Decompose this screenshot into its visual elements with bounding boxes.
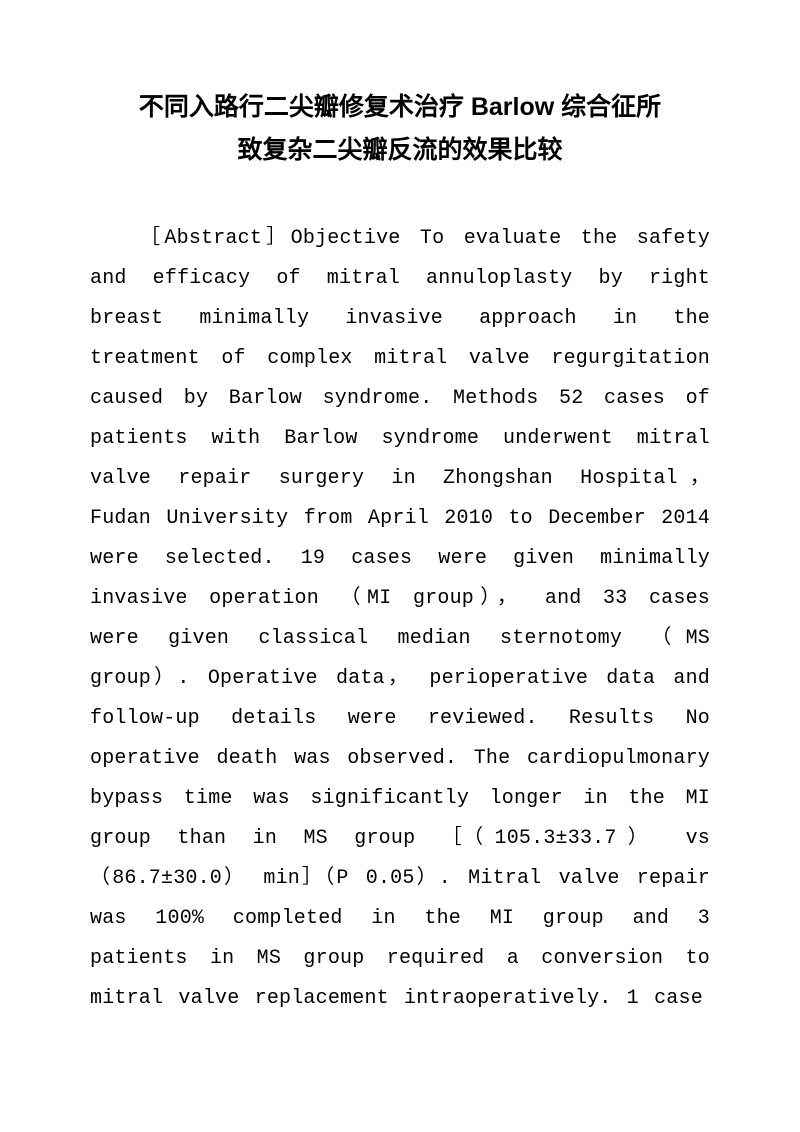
title-line-1: 不同入路行二尖瓣修复术治疗 Barlow 综合征所 — [139, 93, 661, 121]
paper-title: 不同入路行二尖瓣修复术治疗 Barlow 综合征所 致复杂二尖瓣反流的效果比较 — [90, 86, 710, 171]
abstract-text: ［Abstract］Objective To evaluate the safe… — [90, 219, 710, 1019]
title-line-2: 致复杂二尖瓣反流的效果比较 — [237, 136, 562, 164]
